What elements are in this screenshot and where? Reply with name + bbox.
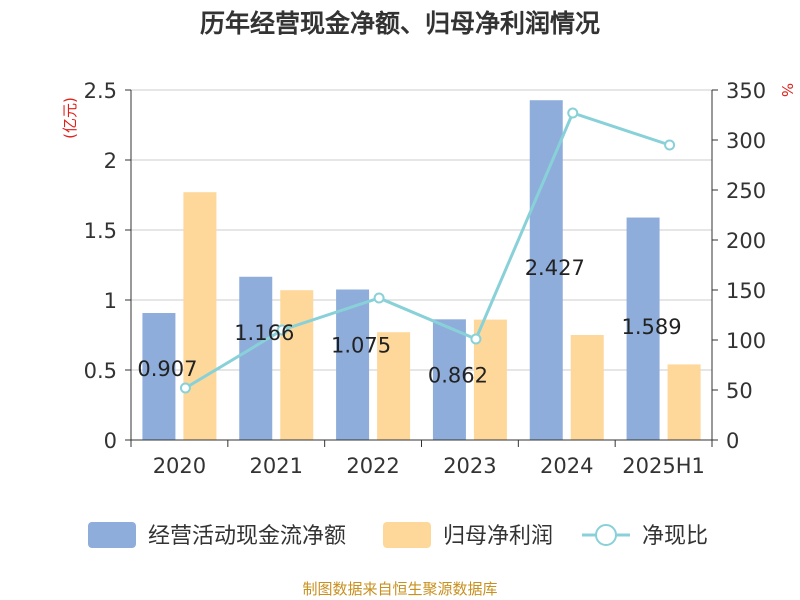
data-label-cash-flow: 1.166: [234, 321, 294, 345]
legend-marker: [595, 524, 617, 546]
bar-cash-flow: [432, 319, 466, 440]
x-tick-label: 2024: [540, 454, 593, 478]
left-axis-unit: (亿元): [61, 97, 79, 139]
ratio-point: [470, 333, 482, 345]
bar-layer: [142, 100, 701, 440]
x-tick-label: 2022: [346, 454, 399, 478]
ratio-point: [373, 292, 385, 304]
left-tick-label: 2.5: [84, 79, 117, 103]
ratio-point: [664, 139, 676, 151]
bar-net-profit: [280, 290, 314, 440]
x-tick-label: 2020: [153, 454, 206, 478]
right-tick-label: 250: [726, 179, 766, 203]
right-tick-label: 50: [726, 379, 753, 403]
ratio-point: [179, 382, 191, 394]
right-tick-label: 350: [726, 79, 766, 103]
legend-label: 净现比: [642, 524, 708, 549]
chart-title: 历年经营现金净额、归母净利润情况: [199, 9, 600, 38]
legend-item-cash-flow: 经营活动现金流净额: [88, 522, 346, 549]
x-tick-label: 2023: [443, 454, 496, 478]
legend-item-net-profit: 归母净利润: [383, 522, 553, 549]
bar-cash-flow: [626, 217, 660, 440]
legend-label: 归母净利润: [443, 524, 553, 549]
ratio-point: [567, 107, 579, 119]
right-tick-label: 300: [726, 129, 766, 153]
bar-cash-flow: [142, 313, 176, 440]
right-tick-label: 100: [726, 329, 766, 353]
right-tick-label: 150: [726, 279, 766, 303]
data-label-layer: 0.907 1.166 1.075 0.862 2.427 1.589: [137, 256, 681, 387]
left-tick-label: 2: [104, 149, 117, 173]
legend-swatch: [88, 522, 136, 548]
left-tick-label: 0: [104, 429, 117, 453]
bar-net-profit: [377, 332, 411, 440]
ratio-line: [184, 111, 671, 390]
axes-layer: 0 0.5 1 1.5 2 2.5 0 50 100 150 200 250 300 350 (亿元)% 20…: [61, 79, 796, 478]
bar-net-profit: [570, 335, 604, 440]
legend-item-ratio: 净现比: [582, 524, 708, 549]
right-axis-unit: %: [778, 83, 796, 97]
x-tick-label: 2025H1: [622, 454, 705, 478]
left-tick-label: 0.5: [84, 359, 117, 383]
bar-net-profit: [667, 364, 701, 440]
legend-swatch: [383, 522, 431, 548]
source-note: 制图数据来自恒生聚源数据库: [302, 580, 498, 598]
grid-lines: [131, 89, 712, 371]
right-tick-label: 0: [726, 429, 739, 453]
bar-cash-flow: [336, 289, 370, 440]
right-tick-label: 200: [726, 229, 766, 253]
bar-cash-flow: [529, 100, 563, 440]
ratio-point: [276, 324, 288, 336]
data-label-cash-flow: 2.427: [525, 256, 585, 280]
x-tick-label: 2021: [250, 454, 303, 478]
bar-cash-flow: [239, 276, 273, 440]
left-tick-label: 1: [104, 289, 117, 313]
left-tick-label: 1.5: [84, 219, 117, 243]
data-label-cash-flow: 0.862: [428, 363, 488, 387]
data-label-cash-flow: 1.589: [622, 315, 682, 339]
data-label-cash-flow: 0.907: [137, 357, 197, 381]
legend: 经营活动现金流净额 归母净利润 净现比: [88, 522, 708, 549]
bar-net-profit: [183, 192, 217, 440]
line-layer: [179, 107, 676, 394]
legend-label: 经营活动现金流净额: [148, 524, 346, 549]
data-label-cash-flow: 1.075: [331, 334, 391, 358]
